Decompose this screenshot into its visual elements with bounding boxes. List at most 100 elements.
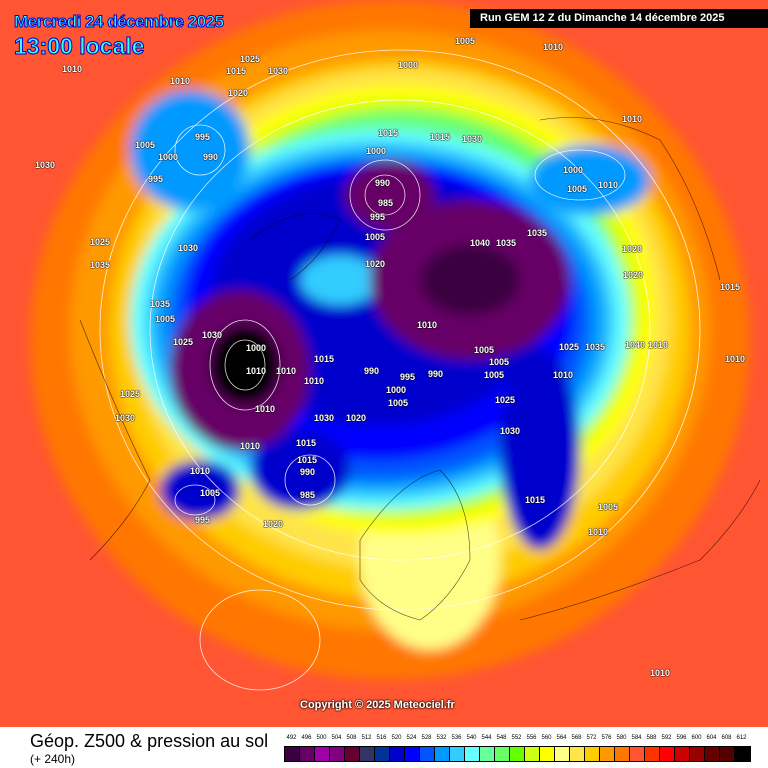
scale-swatch (600, 747, 615, 761)
isobar-label: 1000 (386, 385, 407, 395)
isobar-label: 1015 (314, 354, 335, 364)
scale-label: 536 (451, 735, 462, 741)
scale-swatch (300, 747, 315, 761)
scale-label: 608 (721, 735, 732, 741)
isobar-label: 1030 (462, 134, 483, 144)
legend-panel: Géop. Z500 & pression au sol (+ 240h) 49… (0, 727, 768, 768)
scale-label: 508 (346, 735, 357, 741)
isobar-label: 1035 (527, 228, 548, 238)
scale-label: 544 (481, 735, 492, 741)
isobar-label: 1020 (623, 270, 644, 280)
isobar-label: 1005 (567, 184, 588, 194)
isobar-label: 1015 (720, 282, 741, 292)
isobar-label: 1020 (365, 259, 386, 269)
isobar-label: 995 (400, 372, 416, 382)
isobar-label: 1015 (297, 455, 318, 465)
isobar-label: 985 (378, 198, 394, 208)
scale-swatch (705, 747, 720, 761)
scale-swatch (615, 747, 630, 761)
isobar-label: 1010 (648, 340, 669, 350)
isobar-label: 1005 (155, 314, 176, 324)
scale-swatch (630, 747, 645, 761)
isobar-label: 1020 (622, 244, 643, 254)
isobar-label: 1040 (470, 238, 491, 248)
isobar-label: 1025 (173, 337, 194, 347)
scale-swatch (555, 747, 570, 761)
isobar-label: 1030 (115, 413, 136, 423)
isobar-label: 1000 (366, 146, 387, 156)
isobar-label: 1005 (474, 345, 495, 355)
isobar-label: 1025 (559, 342, 580, 352)
isobar-label: 1035 (90, 260, 111, 270)
scale-label: 540 (466, 735, 477, 741)
scale-swatch (735, 747, 750, 761)
isobar-label: 1025 (120, 389, 141, 399)
scale-label: 612 (736, 735, 747, 741)
scale-swatch (525, 747, 540, 761)
isobar-label: 1005 (489, 357, 510, 367)
isobar-label: 1030 (35, 160, 56, 170)
isobar-label: 1005 (598, 502, 619, 512)
color-scale (284, 746, 751, 762)
isobar-label: 1020 (346, 413, 367, 423)
scale-swatch (330, 747, 345, 761)
scale-label: 580 (616, 735, 627, 741)
scale-swatch (645, 747, 660, 761)
scale-label: 516 (376, 735, 387, 741)
isobar-label: 1000 (246, 343, 267, 353)
isobar-label: 1010 (650, 668, 671, 678)
scale-label: 520 (391, 735, 402, 741)
scale-label: 596 (676, 735, 687, 741)
isobar-label: 1020 (228, 88, 249, 98)
scale-swatch (480, 747, 495, 761)
isobar-label: 985 (300, 490, 316, 500)
scale-label: 564 (556, 735, 567, 741)
scale-label: 576 (601, 735, 612, 741)
isobar-label: 1025 (495, 395, 516, 405)
z500-fill (30, 0, 750, 680)
isobar-label: 1010 (588, 527, 609, 537)
scale-label: 560 (541, 735, 552, 741)
isobar-label: 990 (364, 366, 380, 376)
scale-swatch (465, 747, 480, 761)
copyright: Copyright © 2025 Meteociel.fr (300, 699, 455, 711)
isobar-label: 995 (370, 212, 386, 222)
scale-label: 572 (586, 735, 597, 741)
scale-swatch (720, 747, 735, 761)
isobar-label: 1010 (62, 64, 83, 74)
scale-label: 528 (421, 735, 432, 741)
scale-label: 588 (646, 735, 657, 741)
isobar-label: 1010 (246, 366, 267, 376)
isobar-label: 1030 (178, 243, 199, 253)
isobar-label: 1015 (525, 495, 546, 505)
isobar-label: 990 (203, 152, 219, 162)
scale-label: 512 (361, 735, 372, 741)
isobar-label: 995 (148, 174, 164, 184)
scale-label: 532 (436, 735, 447, 741)
isobar-label: 1015 (296, 438, 317, 448)
scale-label: 552 (511, 735, 522, 741)
weather-map (0, 0, 768, 727)
scale-label: 504 (331, 735, 342, 741)
scale-swatch (435, 747, 450, 761)
scale-label: 592 (661, 735, 672, 741)
scale-label: 568 (571, 735, 582, 741)
isobar-label: 1015 (378, 128, 399, 138)
scale-swatch (675, 747, 690, 761)
scale-swatch (285, 747, 300, 761)
isobars (99, 49, 701, 691)
scale-swatch (540, 747, 555, 761)
isobar-label: 1035 (585, 342, 606, 352)
scale-label: 492 (286, 735, 297, 741)
isobar-label: 1000 (158, 152, 179, 162)
run-info: Run GEM 12 Z du Dimanche 14 décembre 202… (470, 9, 768, 28)
scale-swatch (690, 747, 705, 761)
isobar-label: 990 (375, 178, 391, 188)
scale-swatch (570, 747, 585, 761)
scale-swatch (585, 747, 600, 761)
scale-swatch (495, 747, 510, 761)
isobar-label: 1025 (240, 54, 261, 64)
isobar-label: 1005 (484, 370, 505, 380)
isobar-label: 1000 (563, 165, 584, 175)
scale-swatch (660, 747, 675, 761)
